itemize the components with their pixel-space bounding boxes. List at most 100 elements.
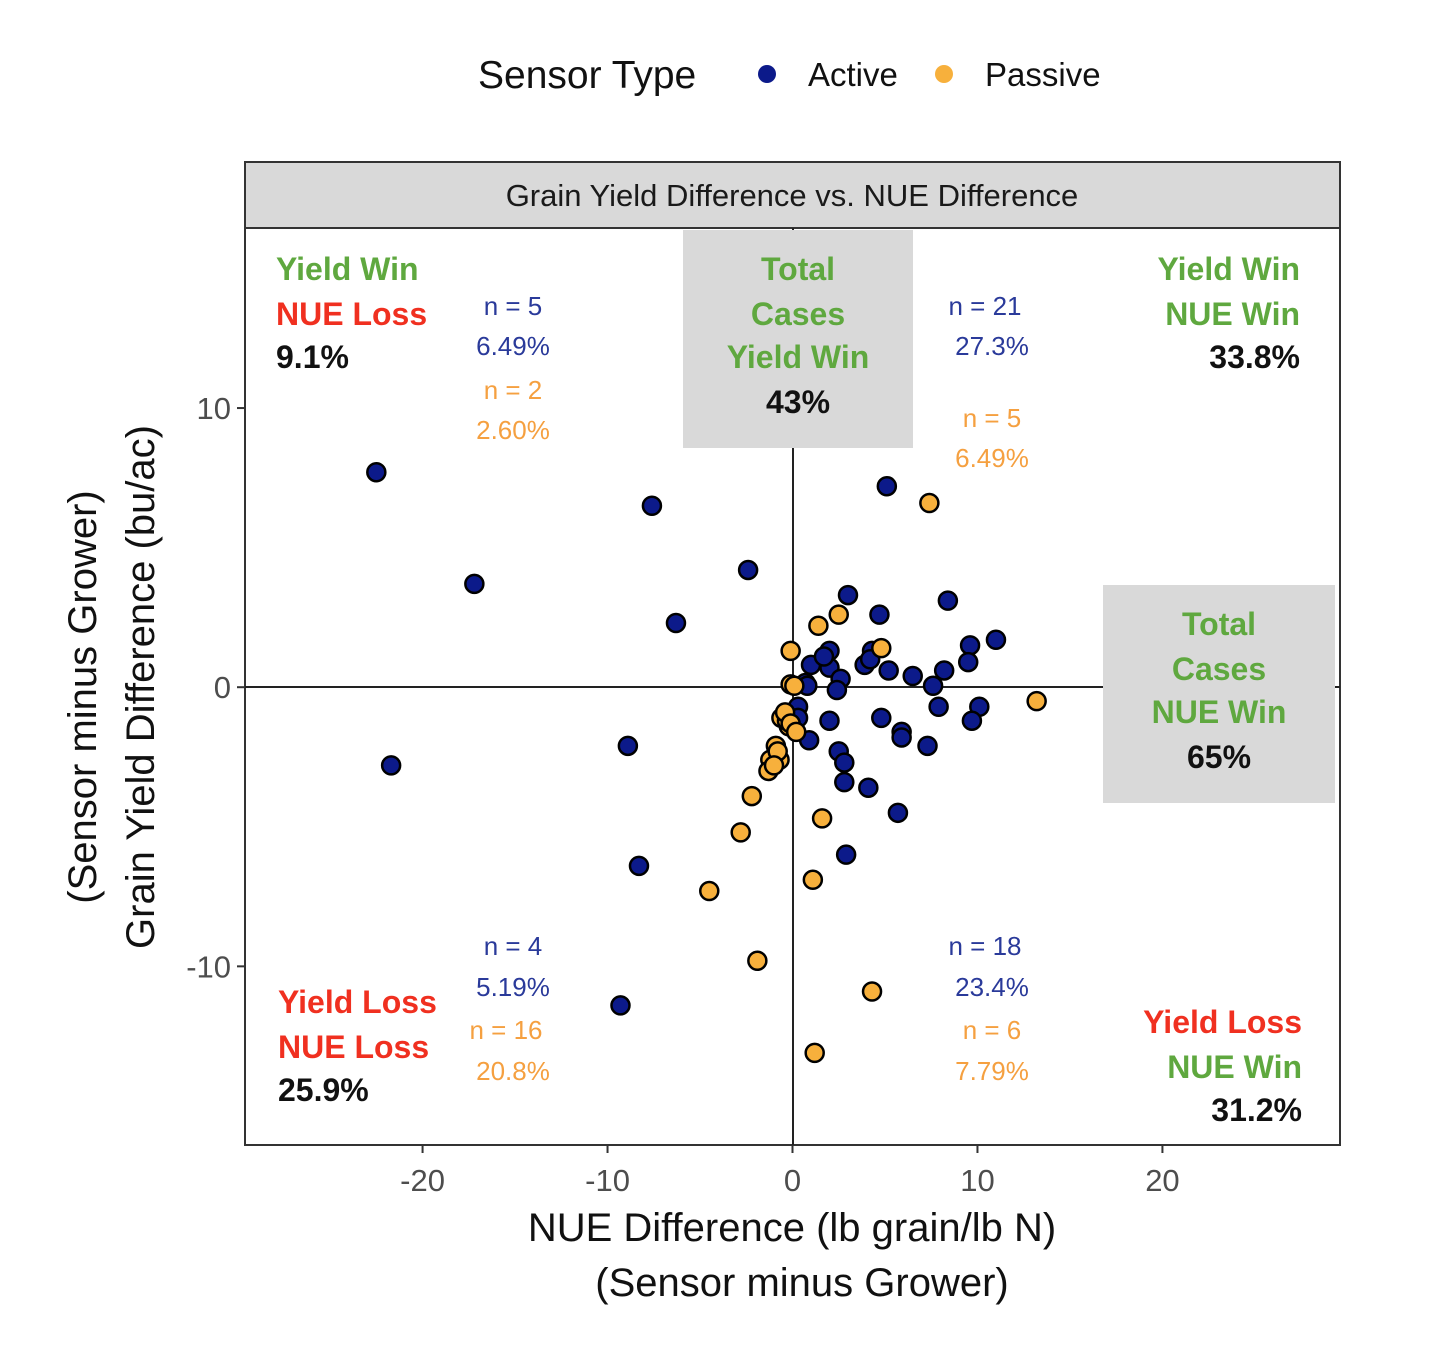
point-active xyxy=(902,665,923,687)
point-passive xyxy=(919,492,940,514)
point-passive xyxy=(780,640,801,662)
legend-active-marker xyxy=(758,65,776,83)
point-active xyxy=(985,629,1007,650)
total-nue-l3: NUE Win xyxy=(1152,694,1287,730)
bl-l2: NUE Loss xyxy=(278,1029,429,1065)
point-active xyxy=(835,844,857,865)
x-tick-label: 20 xyxy=(1145,1163,1179,1198)
point-active xyxy=(891,727,912,748)
point-passive xyxy=(804,1042,825,1064)
legend-label-active: Active xyxy=(808,56,898,93)
point-passive xyxy=(871,637,892,659)
point-passive xyxy=(861,981,883,1002)
tl-l1: Yield Win xyxy=(276,251,419,287)
axes: -20 -10 0 10 20 -10 0 10 xyxy=(186,391,1179,1198)
tr-passive-pct: 6.49% xyxy=(955,443,1029,473)
point-active xyxy=(641,495,663,517)
point-passive xyxy=(747,950,768,972)
point-active xyxy=(922,675,944,697)
point-passive xyxy=(741,785,763,807)
x-axis-title-2: (Sensor minus Grower) xyxy=(595,1261,1008,1305)
tr-l1: Yield Win xyxy=(1157,251,1300,287)
tl-active-n: n = 5 xyxy=(484,291,543,321)
tr-pct: 33.8% xyxy=(1209,339,1300,375)
point-active xyxy=(858,777,879,798)
br-l2: NUE Win xyxy=(1167,1049,1302,1085)
tr-l2: NUE Win xyxy=(1165,296,1300,332)
point-passive xyxy=(1026,690,1047,712)
legend-title: Sensor Type xyxy=(478,54,696,97)
x-tick-label: 10 xyxy=(960,1163,994,1198)
point-active xyxy=(871,707,892,729)
y-tick-label: -10 xyxy=(186,949,231,984)
chart-title: Grain Yield Difference vs. NUE Differenc… xyxy=(506,178,1079,213)
br-passive-n: n = 6 xyxy=(963,1015,1022,1045)
bl-l1: Yield Loss xyxy=(278,984,437,1020)
bl-passive-n: n = 16 xyxy=(469,1015,542,1045)
point-active xyxy=(826,679,848,701)
tr-active-pct: 27.3% xyxy=(955,331,1029,361)
total-yield-pct: 43% xyxy=(766,384,830,420)
point-passive xyxy=(784,675,805,697)
point-active xyxy=(819,710,840,731)
total-yield-box xyxy=(683,230,913,448)
total-yield-l1: Total xyxy=(761,251,835,287)
y-tick-label: 10 xyxy=(197,391,231,426)
point-active xyxy=(834,752,855,773)
legend-passive-marker xyxy=(935,65,953,83)
tr-active-n: n = 21 xyxy=(948,291,1021,321)
point-active xyxy=(610,995,631,1016)
point-passive xyxy=(802,869,824,891)
total-nue-box xyxy=(1103,585,1335,803)
bl-active-pct: 5.19% xyxy=(476,972,550,1002)
br-l1: Yield Loss xyxy=(1143,1004,1302,1040)
total-yield-l3: Yield Win xyxy=(727,339,870,375)
bl-active-n: n = 4 xyxy=(484,931,543,961)
x-axis-title: NUE Difference (lb grain/lb N) xyxy=(528,1206,1056,1250)
point-active xyxy=(961,710,983,731)
point-passive xyxy=(699,880,720,902)
point-active xyxy=(834,771,855,793)
total-nue-l2: Cases xyxy=(1172,651,1266,687)
point-passive xyxy=(808,615,829,637)
point-active xyxy=(917,735,938,757)
point-active xyxy=(878,660,899,681)
br-passive-pct: 7.79% xyxy=(955,1056,1029,1086)
total-yield-l2: Cases xyxy=(751,296,845,332)
tl-l2: NUE Loss xyxy=(276,296,427,332)
tr-passive-n: n = 5 xyxy=(963,403,1022,433)
point-active xyxy=(617,735,639,757)
legend: Sensor Type Active Passive xyxy=(478,54,1101,97)
point-passive xyxy=(730,822,751,843)
br-pct: 31.2% xyxy=(1211,1092,1302,1128)
y-tick-label: 0 xyxy=(214,670,231,705)
total-nue-pct: 65% xyxy=(1187,739,1251,775)
point-active xyxy=(813,646,835,667)
point-active xyxy=(887,802,909,824)
point-active xyxy=(665,612,687,634)
point-active xyxy=(869,604,890,625)
bl-passive-pct: 20.8% xyxy=(476,1056,550,1086)
point-active xyxy=(933,660,955,681)
tl-passive-n: n = 2 xyxy=(484,375,543,405)
legend-label-passive: Passive xyxy=(985,56,1101,93)
point-active xyxy=(628,855,650,877)
point-active xyxy=(837,584,859,606)
point-passive xyxy=(828,604,849,625)
point-active xyxy=(737,559,759,581)
point-active xyxy=(957,651,979,673)
br-active-n: n = 18 xyxy=(948,931,1021,961)
x-tick-label: 0 xyxy=(784,1163,801,1198)
tl-pct: 9.1% xyxy=(276,339,349,375)
x-tick-label: -20 xyxy=(400,1163,445,1198)
point-active xyxy=(876,475,898,497)
x-tick-label: -10 xyxy=(585,1163,630,1198)
tl-active-pct: 6.49% xyxy=(476,331,550,361)
points-layer xyxy=(366,462,1047,1064)
point-passive xyxy=(763,755,785,776)
point-active xyxy=(928,696,949,717)
point-active xyxy=(464,573,485,595)
point-passive xyxy=(785,721,807,743)
facet-strip xyxy=(244,161,1341,229)
